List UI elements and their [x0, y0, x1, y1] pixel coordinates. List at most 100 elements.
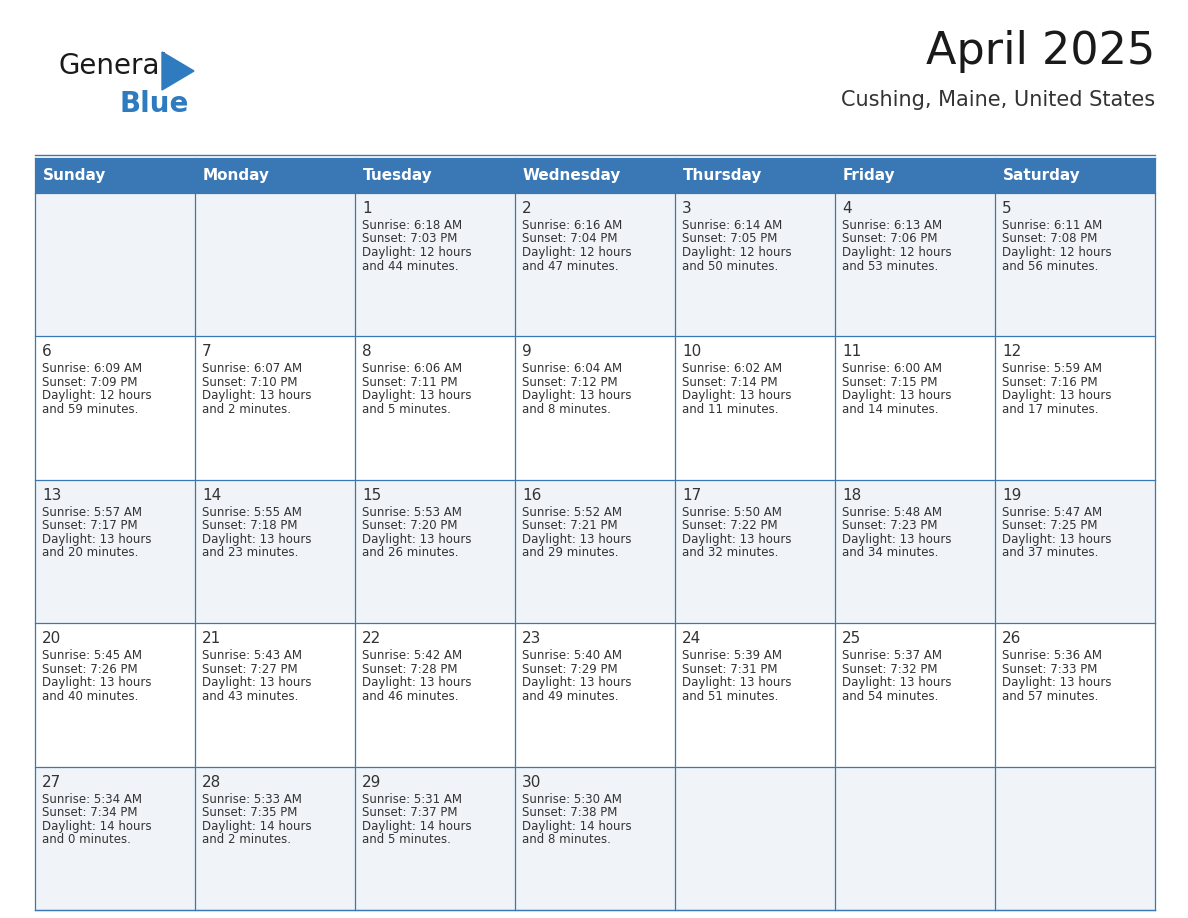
Text: 1: 1 [362, 201, 372, 216]
Text: and 59 minutes.: and 59 minutes. [42, 403, 138, 416]
Text: and 54 minutes.: and 54 minutes. [842, 689, 939, 702]
Text: Blue: Blue [120, 90, 189, 118]
Text: Daylight: 14 hours: Daylight: 14 hours [202, 820, 311, 833]
Bar [34, 767, 1155, 910]
Text: and 17 minutes.: and 17 minutes. [1001, 403, 1099, 416]
Text: Daylight: 13 hours: Daylight: 13 hours [42, 532, 152, 546]
Bar [195, 158, 355, 193]
Text: 13: 13 [42, 487, 62, 503]
Text: Daylight: 14 hours: Daylight: 14 hours [522, 820, 632, 833]
Text: 22: 22 [362, 632, 381, 646]
Text: Sunset: 7:23 PM: Sunset: 7:23 PM [842, 520, 937, 532]
Text: Sunset: 7:20 PM: Sunset: 7:20 PM [362, 520, 457, 532]
Text: Sunrise: 5:48 AM: Sunrise: 5:48 AM [842, 506, 942, 519]
Text: General: General [58, 52, 168, 80]
Text: 6: 6 [42, 344, 52, 360]
Text: April 2025: April 2025 [925, 30, 1155, 73]
Text: 14: 14 [202, 487, 221, 503]
Text: Daylight: 13 hours: Daylight: 13 hours [682, 532, 791, 546]
Text: and 20 minutes.: and 20 minutes. [42, 546, 138, 559]
Text: Sunset: 7:14 PM: Sunset: 7:14 PM [682, 375, 778, 389]
Text: Daylight: 13 hours: Daylight: 13 hours [362, 532, 472, 546]
Text: Sunset: 7:04 PM: Sunset: 7:04 PM [522, 232, 618, 245]
Text: Sunrise: 5:33 AM: Sunrise: 5:33 AM [202, 792, 302, 806]
Text: Daylight: 12 hours: Daylight: 12 hours [522, 246, 632, 259]
Bar [675, 158, 835, 193]
Text: Thursday: Thursday [683, 168, 763, 183]
Text: 20: 20 [42, 632, 62, 646]
Polygon shape [162, 52, 194, 90]
Text: Daylight: 13 hours: Daylight: 13 hours [362, 389, 472, 402]
Text: Sunset: 7:09 PM: Sunset: 7:09 PM [42, 375, 138, 389]
Text: and 40 minutes.: and 40 minutes. [42, 689, 138, 702]
Text: and 23 minutes.: and 23 minutes. [202, 546, 298, 559]
Text: Daylight: 12 hours: Daylight: 12 hours [842, 246, 952, 259]
Text: and 51 minutes.: and 51 minutes. [682, 689, 778, 702]
Text: Sunset: 7:25 PM: Sunset: 7:25 PM [1001, 520, 1098, 532]
Text: Sunrise: 5:47 AM: Sunrise: 5:47 AM [1001, 506, 1102, 519]
Text: Daylight: 13 hours: Daylight: 13 hours [682, 677, 791, 689]
Text: Sunrise: 5:57 AM: Sunrise: 5:57 AM [42, 506, 143, 519]
Text: Daylight: 13 hours: Daylight: 13 hours [842, 677, 952, 689]
Text: Tuesday: Tuesday [364, 168, 432, 183]
Text: 3: 3 [682, 201, 691, 216]
Text: Daylight: 13 hours: Daylight: 13 hours [1001, 389, 1112, 402]
Text: Sunset: 7:33 PM: Sunset: 7:33 PM [1001, 663, 1098, 676]
Bar [996, 158, 1155, 193]
Text: Sunrise: 5:50 AM: Sunrise: 5:50 AM [682, 506, 782, 519]
Text: and 32 minutes.: and 32 minutes. [682, 546, 778, 559]
Text: Sunrise: 6:04 AM: Sunrise: 6:04 AM [522, 363, 623, 375]
Text: Sunrise: 5:59 AM: Sunrise: 5:59 AM [1001, 363, 1102, 375]
Text: Sunset: 7:08 PM: Sunset: 7:08 PM [1001, 232, 1098, 245]
Text: Sunrise: 6:16 AM: Sunrise: 6:16 AM [522, 219, 623, 232]
Text: and 37 minutes.: and 37 minutes. [1001, 546, 1099, 559]
Text: Sunrise: 6:09 AM: Sunrise: 6:09 AM [42, 363, 143, 375]
Text: Daylight: 13 hours: Daylight: 13 hours [682, 389, 791, 402]
Text: Sunset: 7:15 PM: Sunset: 7:15 PM [842, 375, 937, 389]
Text: Sunset: 7:10 PM: Sunset: 7:10 PM [202, 375, 297, 389]
Text: Daylight: 12 hours: Daylight: 12 hours [42, 389, 152, 402]
Bar [34, 623, 1155, 767]
Text: Daylight: 13 hours: Daylight: 13 hours [202, 532, 311, 546]
Text: 12: 12 [1001, 344, 1022, 360]
Text: and 53 minutes.: and 53 minutes. [842, 260, 939, 273]
Text: 15: 15 [362, 487, 381, 503]
Text: 23: 23 [522, 632, 542, 646]
Text: Cushing, Maine, United States: Cushing, Maine, United States [841, 90, 1155, 110]
Bar [34, 193, 1155, 336]
Text: 27: 27 [42, 775, 62, 789]
Text: Sunrise: 6:14 AM: Sunrise: 6:14 AM [682, 219, 782, 232]
Text: Sunrise: 6:06 AM: Sunrise: 6:06 AM [362, 363, 462, 375]
Text: Sunrise: 6:00 AM: Sunrise: 6:00 AM [842, 363, 942, 375]
Text: and 34 minutes.: and 34 minutes. [842, 546, 939, 559]
Text: Daylight: 13 hours: Daylight: 13 hours [202, 389, 311, 402]
Text: Daylight: 13 hours: Daylight: 13 hours [522, 677, 632, 689]
Text: 2: 2 [522, 201, 531, 216]
Text: and 46 minutes.: and 46 minutes. [362, 689, 459, 702]
Text: Sunset: 7:27 PM: Sunset: 7:27 PM [202, 663, 298, 676]
Text: Sunset: 7:03 PM: Sunset: 7:03 PM [362, 232, 457, 245]
Text: Sunset: 7:12 PM: Sunset: 7:12 PM [522, 375, 618, 389]
Text: Sunset: 7:05 PM: Sunset: 7:05 PM [682, 232, 777, 245]
Text: Sunset: 7:06 PM: Sunset: 7:06 PM [842, 232, 937, 245]
Text: and 8 minutes.: and 8 minutes. [522, 403, 611, 416]
Text: and 0 minutes.: and 0 minutes. [42, 834, 131, 846]
Text: Sunset: 7:26 PM: Sunset: 7:26 PM [42, 663, 138, 676]
Text: Sunrise: 6:18 AM: Sunrise: 6:18 AM [362, 219, 462, 232]
Text: and 5 minutes.: and 5 minutes. [362, 403, 451, 416]
Text: Daylight: 14 hours: Daylight: 14 hours [42, 820, 152, 833]
Text: Sunrise: 5:36 AM: Sunrise: 5:36 AM [1001, 649, 1102, 662]
Text: Daylight: 12 hours: Daylight: 12 hours [362, 246, 472, 259]
Text: 9: 9 [522, 344, 532, 360]
Text: and 2 minutes.: and 2 minutes. [202, 403, 291, 416]
Text: Daylight: 13 hours: Daylight: 13 hours [362, 677, 472, 689]
Text: and 11 minutes.: and 11 minutes. [682, 403, 778, 416]
Text: Sunset: 7:31 PM: Sunset: 7:31 PM [682, 663, 777, 676]
Text: 26: 26 [1001, 632, 1022, 646]
Text: Sunset: 7:32 PM: Sunset: 7:32 PM [842, 663, 937, 676]
Bar [355, 158, 516, 193]
Text: Sunrise: 5:37 AM: Sunrise: 5:37 AM [842, 649, 942, 662]
Text: and 49 minutes.: and 49 minutes. [522, 689, 619, 702]
Text: and 14 minutes.: and 14 minutes. [842, 403, 939, 416]
Text: Sunrise: 5:30 AM: Sunrise: 5:30 AM [522, 792, 621, 806]
